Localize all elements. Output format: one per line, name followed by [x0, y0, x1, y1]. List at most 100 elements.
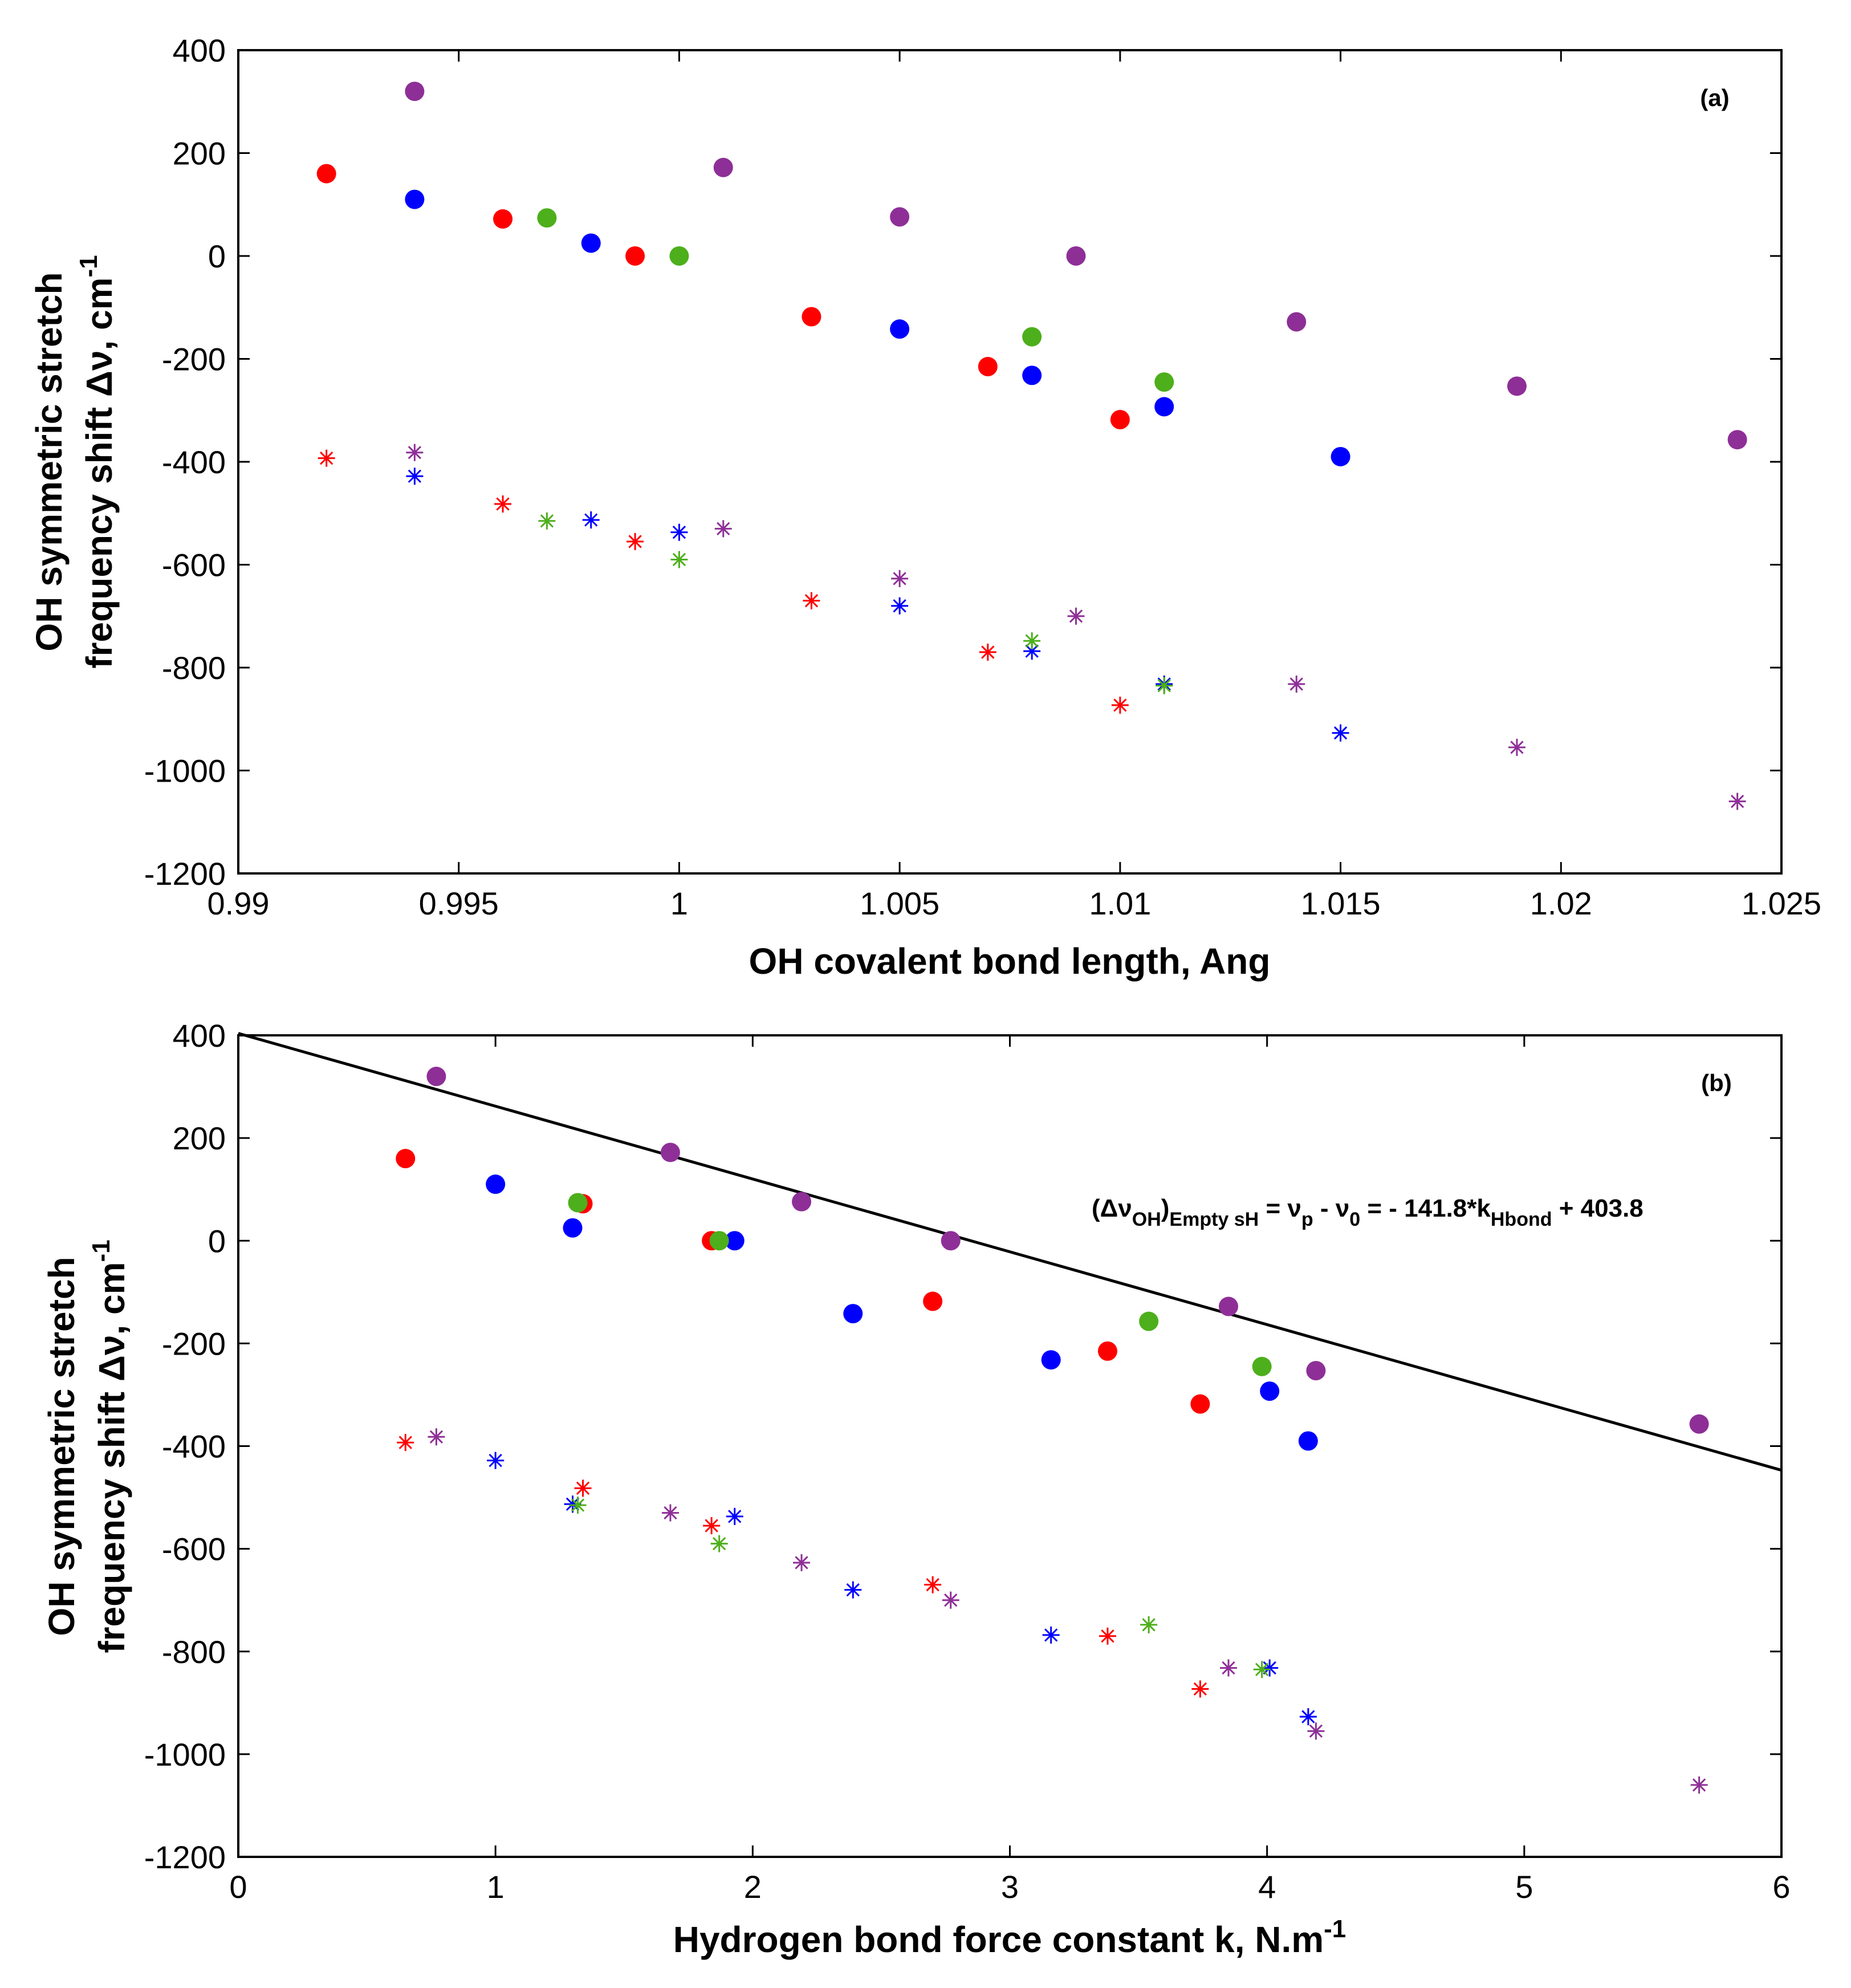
panel-a-x-axis-title: OH covalent bond length, Ang	[749, 941, 1271, 982]
green-dot-point	[568, 1193, 588, 1213]
purple-star-point	[891, 570, 909, 587]
red-dot-point	[493, 209, 513, 229]
eq-end: + 403.8	[1552, 1194, 1643, 1222]
red-star-point	[1191, 1680, 1209, 1698]
red-dot-point	[923, 1291, 943, 1311]
blue-dot-point	[1041, 1350, 1061, 1370]
panel-b-y-axis-title-main: frequency shift Δν, cm	[91, 1262, 132, 1653]
eq-sub-p: p	[1301, 1209, 1313, 1230]
y-tick-label: -400	[162, 1429, 226, 1465]
purple-star-point	[942, 1591, 959, 1609]
red-star-point	[703, 1517, 721, 1535]
green-dot-point	[1022, 327, 1042, 347]
panel-b-x-axis-title-main: Hydrogen bond force constant k, N.m	[673, 1919, 1324, 1960]
y-tick-label: 200	[173, 136, 226, 172]
red-star-point	[627, 532, 644, 550]
red-dot-point	[396, 1149, 416, 1169]
purple-star-point	[793, 1554, 811, 1571]
x-tick-label: 6	[1772, 1869, 1790, 1905]
x-tick-label: 5	[1515, 1869, 1533, 1905]
green-dot-point	[1139, 1311, 1159, 1331]
red-star-point	[1111, 696, 1129, 714]
red-star-point	[803, 592, 820, 609]
purple-star-point	[1728, 792, 1746, 810]
purple-dot-point	[1727, 430, 1747, 450]
blue-star-point	[487, 1452, 505, 1469]
x-tick-label: 1.025	[1742, 885, 1821, 921]
panel-a: 0.99 0.995 1 1.005 1.01 1.015 1.02 1.025 400 200 0…	[29, 32, 1821, 982]
x-tick-label: 1.02	[1530, 885, 1592, 921]
green-star-point	[710, 1535, 728, 1552]
y-tick-label: -800	[162, 650, 226, 686]
y-tick-label: 200	[173, 1120, 226, 1156]
panel-a-y-axis-title-main: frequency shift Δν, cm	[79, 277, 120, 668]
red-star-point	[1099, 1627, 1116, 1645]
y-tick-label: -1000	[144, 753, 226, 789]
x-tick-label: 4	[1258, 1869, 1276, 1905]
red-star-point	[574, 1479, 592, 1497]
panel-b-y-axis-title-line2: frequency shift Δν, cm-1	[87, 1239, 132, 1653]
blue-dot-point	[1022, 365, 1042, 385]
eq-open: (Δν	[1092, 1194, 1132, 1222]
red-star-point	[979, 643, 996, 661]
x-tick-label: 3	[1001, 1869, 1019, 1905]
blue-dot-point	[1298, 1431, 1318, 1451]
purple-star-point	[661, 1504, 679, 1522]
x-tick-label: 0.995	[419, 885, 499, 921]
blue-star-point	[1299, 1708, 1317, 1726]
panel-a-label: (a)	[1700, 84, 1729, 111]
y-tick-label: 400	[173, 32, 226, 68]
y-tick-label: -600	[162, 547, 226, 583]
blue-star-point	[1042, 1626, 1060, 1644]
panel-b-y-axis-title-line1: OH symmetric stretch	[41, 1257, 82, 1636]
red-dot-point	[802, 307, 821, 327]
panel-b-x-axis-title-exponent: -1	[1324, 1915, 1346, 1943]
purple-dot-point	[792, 1192, 812, 1211]
blue-dot-point	[405, 189, 425, 209]
red-dot-point	[316, 164, 336, 184]
red-dot-point	[625, 246, 645, 266]
green-star-point	[1253, 1661, 1271, 1678]
blue-dot-point	[1331, 446, 1350, 466]
panel-b: 0 1 2 3 4 5 6 400 200 0 -200 -400 -600 -800 -1000 -1200…	[41, 1018, 1791, 1960]
purple-star-point	[1067, 607, 1085, 625]
blue-dot-point	[1260, 1381, 1280, 1401]
red-star-point	[924, 1576, 942, 1593]
purple-dot-point	[405, 82, 425, 101]
y-tick-label: -200	[162, 342, 226, 377]
purple-dot-point	[1689, 1414, 1709, 1434]
blue-star-point	[726, 1507, 743, 1525]
green-star-point	[1156, 677, 1173, 694]
panel-a-y-axis-title-exponent: -1	[75, 255, 103, 277]
x-tick-label: 2	[744, 1869, 762, 1905]
eq-sub-empty-sh: Empty sH	[1169, 1209, 1259, 1230]
purple-dot-point	[941, 1231, 961, 1251]
eq-sub-oh: OH	[1132, 1209, 1161, 1230]
red-dot-point	[1110, 409, 1130, 429]
y-tick-label: -1000	[144, 1737, 226, 1772]
red-star-point	[397, 1434, 414, 1452]
blue-dot-point	[486, 1174, 506, 1194]
x-tick-label: 0.99	[208, 885, 270, 921]
eq-close: )	[1161, 1194, 1170, 1222]
x-tick-label: 1.015	[1301, 885, 1381, 921]
panel-b-y-axis-title-exponent: -1	[87, 1239, 115, 1262]
purple-dot-point	[660, 1143, 680, 1162]
blue-star-point	[406, 467, 424, 485]
y-tick-label: -1200	[144, 856, 226, 892]
green-star-point	[1023, 632, 1041, 650]
y-tick-label: -600	[162, 1531, 226, 1567]
blue-dot-point	[843, 1304, 863, 1324]
y-tick-label: -200	[162, 1326, 226, 1361]
y-tick-label: 0	[208, 1223, 226, 1259]
purple-dot-point	[1507, 376, 1527, 396]
x-tick-label: 1.005	[860, 885, 939, 921]
blue-dot-point	[725, 1231, 745, 1251]
red-dot-point	[978, 357, 998, 377]
eq-mid3: = - 141.8*k	[1360, 1194, 1491, 1222]
purple-dot-point	[1218, 1296, 1238, 1316]
panel-b-plot-frame	[237, 1034, 1783, 1858]
panel-a-y-axis-title-line1: OH symmetric stretch	[29, 272, 70, 651]
eq-mid2: - ν	[1313, 1194, 1350, 1222]
